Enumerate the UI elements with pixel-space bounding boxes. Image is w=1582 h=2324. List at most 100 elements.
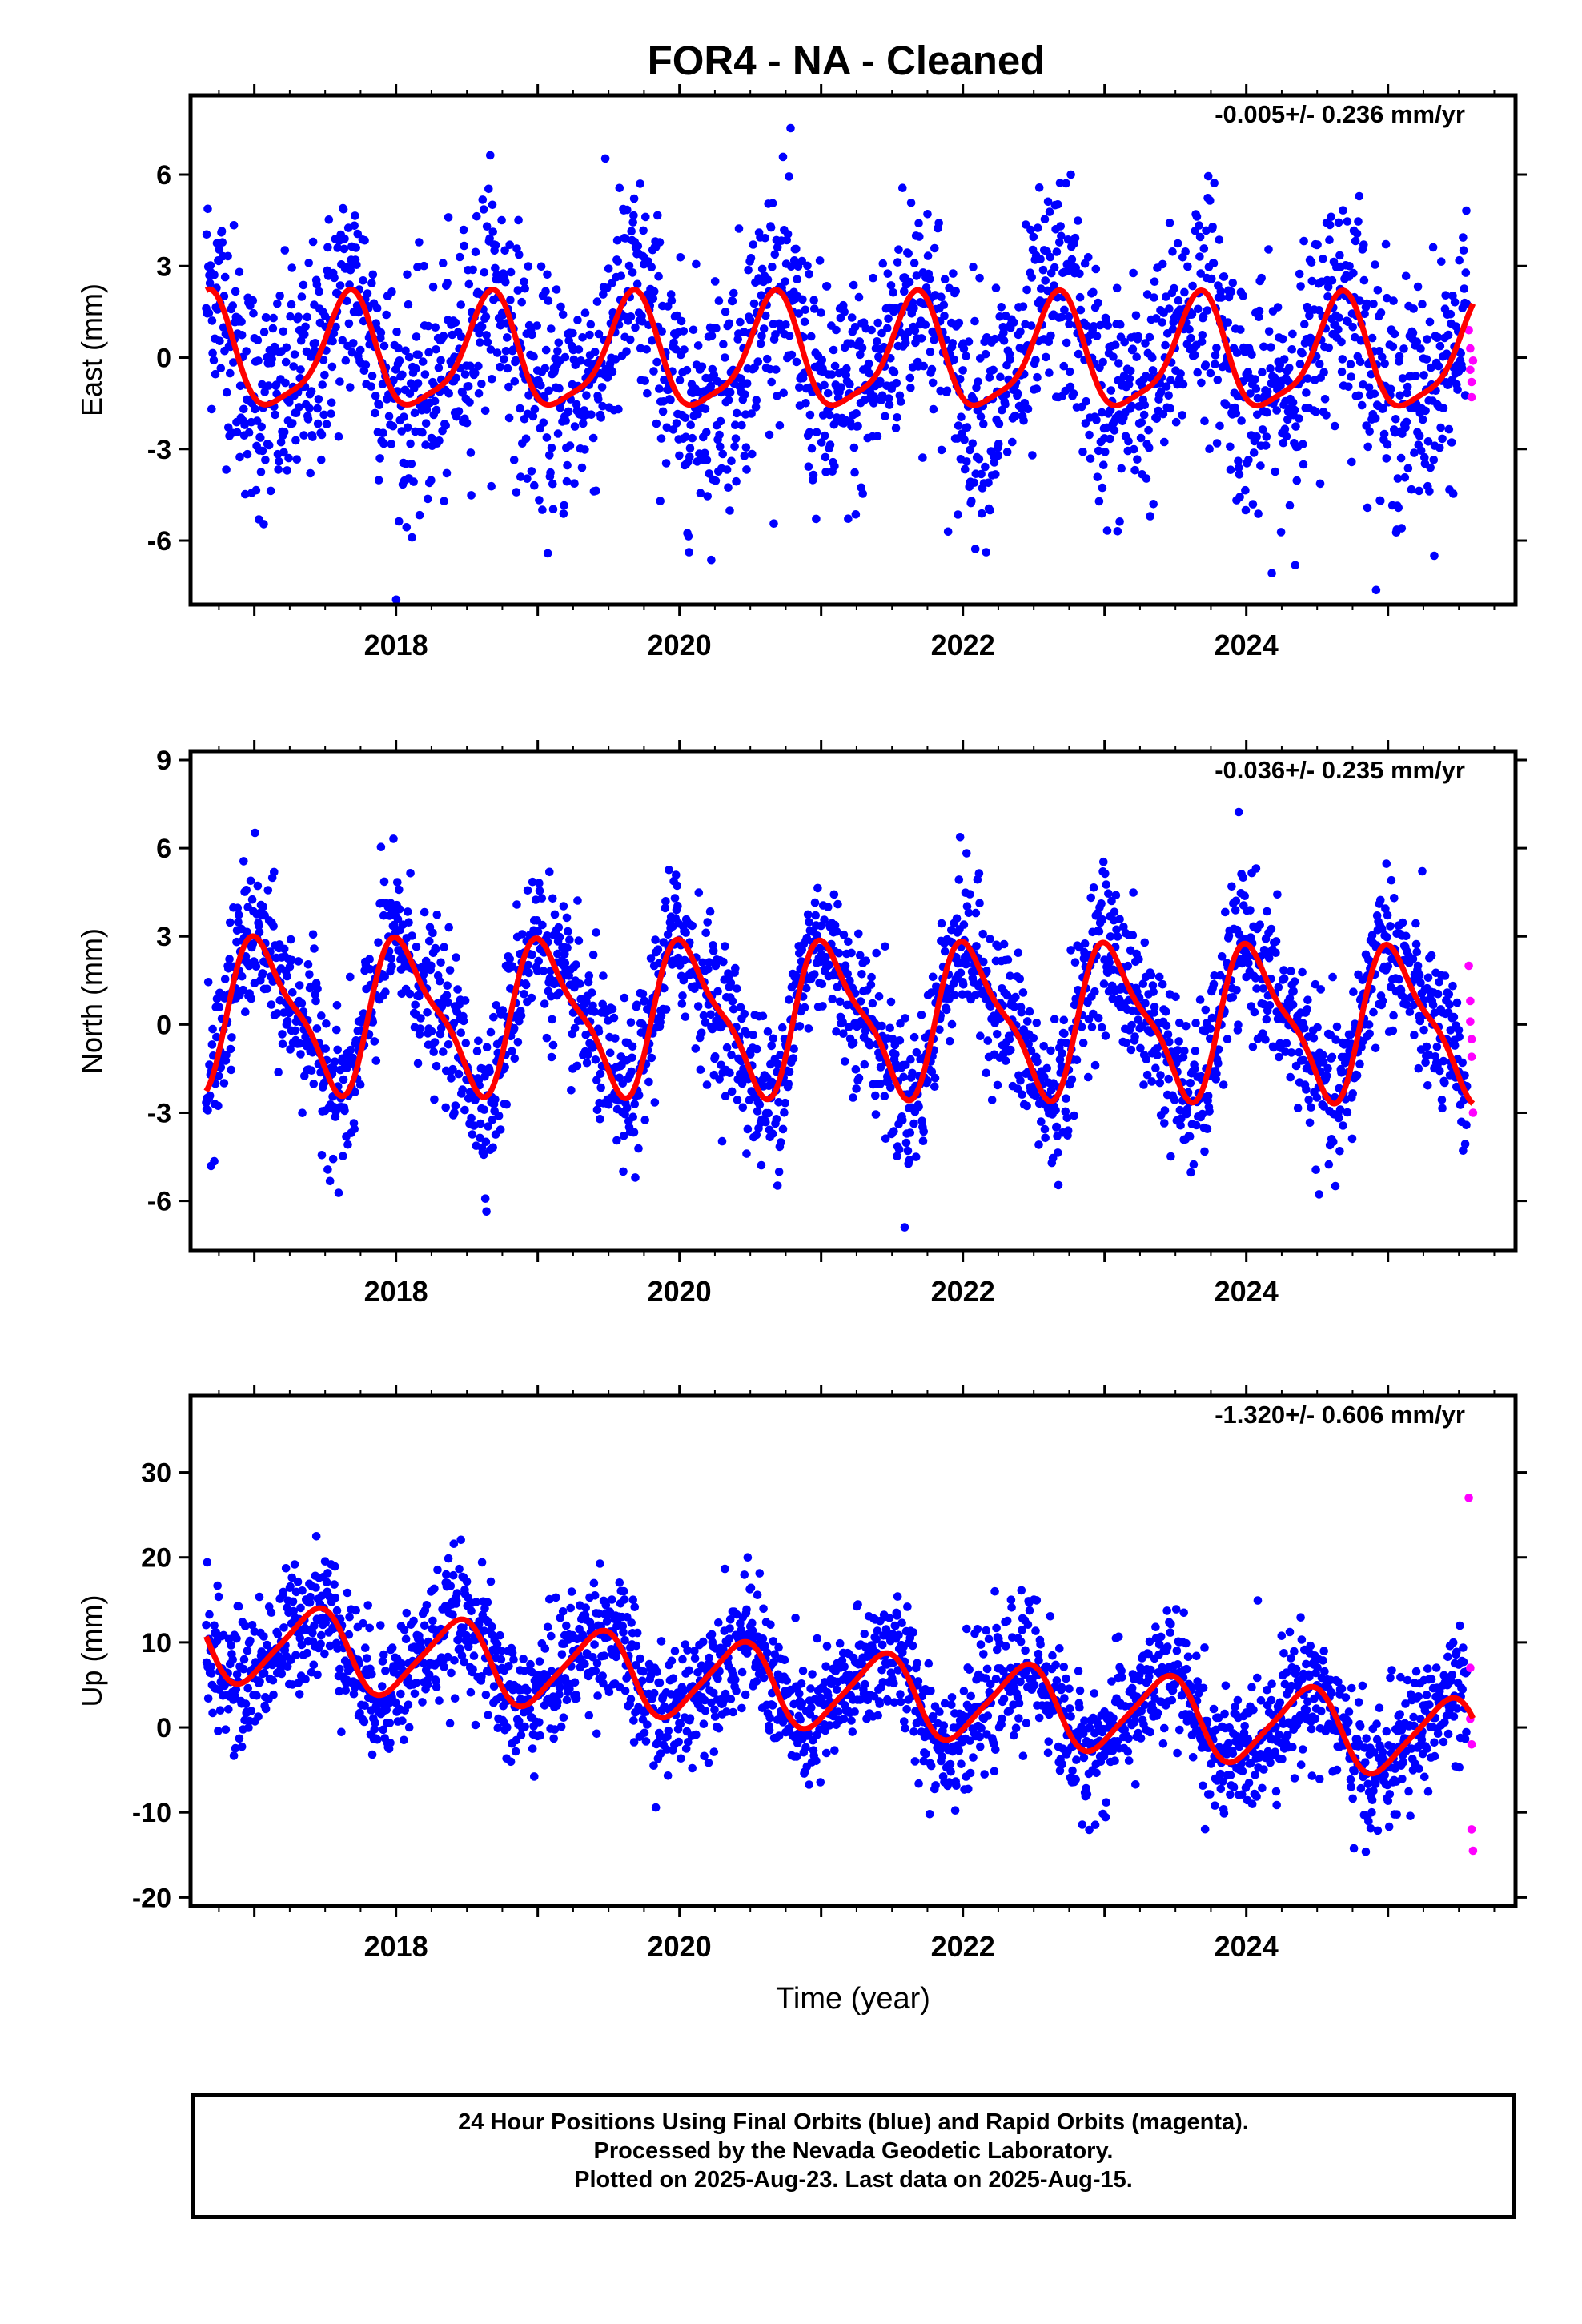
final-orbit-point: [233, 903, 243, 912]
final-orbit-point: [677, 999, 687, 1008]
final-orbit-point: [900, 1223, 909, 1232]
final-orbit-point: [472, 211, 481, 221]
final-orbit-point: [954, 318, 964, 328]
final-orbit-point: [379, 428, 387, 437]
final-orbit-point: [880, 1092, 889, 1100]
final-orbit-point: [424, 348, 433, 357]
final-orbit-point: [1050, 281, 1058, 290]
final-orbit-point: [1271, 467, 1279, 476]
final-orbit-point: [1040, 215, 1050, 224]
final-orbit-point: [1441, 291, 1450, 300]
final-orbit-point: [1331, 421, 1339, 431]
rate-label: -0.005+/- 0.236 mm/yr: [1215, 100, 1465, 128]
final-orbit-point: [962, 849, 971, 858]
final-orbit-point: [745, 1096, 754, 1104]
final-orbit-point: [1150, 293, 1158, 302]
final-orbit-point: [1357, 400, 1367, 410]
final-orbit-point: [905, 373, 915, 383]
final-orbit-point: [1138, 979, 1148, 988]
final-orbit-point: [303, 960, 313, 969]
final-orbit-point: [1025, 1007, 1034, 1016]
final-orbit-point: [1156, 388, 1166, 396]
final-orbit-point: [232, 1670, 242, 1679]
final-orbit-point: [1098, 1023, 1106, 1032]
final-orbit-point: [1227, 287, 1235, 296]
final-orbit-point: [1039, 1042, 1048, 1051]
rapid-orbit-point: [1466, 1017, 1475, 1026]
final-orbit-point: [1186, 1168, 1195, 1177]
final-orbit-point: [1455, 255, 1464, 265]
final-orbit-point: [256, 468, 266, 476]
final-orbit-point: [845, 380, 854, 389]
final-orbit-point: [332, 1001, 342, 1010]
final-orbit-point: [564, 407, 573, 416]
final-orbit-point: [893, 1152, 901, 1161]
final-orbit-point: [1395, 391, 1404, 400]
final-orbit-point: [243, 1647, 252, 1655]
final-orbit-point: [1203, 306, 1212, 315]
final-orbit-point: [498, 311, 508, 320]
final-orbit-point: [1016, 327, 1025, 336]
final-orbit-point: [1018, 988, 1028, 997]
final-orbit-point: [1195, 232, 1205, 242]
final-orbit-point: [672, 870, 681, 879]
final-orbit-point: [835, 997, 845, 1007]
final-orbit-point: [1022, 285, 1031, 295]
final-orbit-point: [958, 980, 968, 989]
final-orbit-point: [901, 1014, 909, 1023]
final-orbit-point: [789, 256, 799, 265]
final-orbit-point: [351, 243, 361, 252]
final-orbit-point: [833, 899, 842, 909]
final-orbit-point: [721, 308, 730, 316]
final-orbit-point: [1363, 299, 1371, 308]
final-orbit-point: [1274, 983, 1283, 992]
final-orbit-point: [273, 299, 282, 308]
final-orbit-point: [563, 460, 572, 470]
final-orbit-point: [1305, 1118, 1315, 1128]
final-orbit-point: [1106, 386, 1116, 395]
final-orbit-point: [1461, 268, 1471, 277]
final-orbit-point: [448, 1064, 457, 1074]
final-orbit-point: [258, 969, 267, 978]
final-orbit-point: [1013, 388, 1022, 398]
final-orbit-point: [755, 1100, 765, 1109]
final-orbit-point: [724, 396, 733, 404]
final-orbit-point: [1339, 1121, 1347, 1130]
final-orbit-point: [570, 1023, 580, 1033]
x-tick-label: 2020: [648, 629, 712, 661]
final-orbit-point: [1189, 1160, 1199, 1169]
final-orbit-point: [504, 382, 513, 392]
final-orbit-point: [702, 1080, 712, 1089]
final-orbit-point: [379, 911, 388, 920]
final-orbit-point: [1027, 273, 1036, 282]
final-orbit-point: [1209, 259, 1219, 268]
final-orbit-point: [454, 407, 464, 416]
final-orbit-point: [240, 420, 249, 429]
final-orbit-point: [1280, 424, 1290, 433]
final-orbit-point: [917, 1011, 926, 1019]
final-orbit-point: [1176, 1120, 1185, 1130]
final-orbit-point: [479, 205, 488, 214]
final-orbit-point: [323, 243, 332, 252]
final-orbit-point: [950, 355, 958, 364]
final-orbit-point: [1094, 1013, 1103, 1023]
final-orbit-point: [1425, 317, 1435, 327]
final-orbit-point: [958, 366, 967, 375]
final-orbit-point: [491, 240, 500, 250]
final-orbit-point: [334, 1188, 343, 1197]
final-orbit-point: [614, 404, 623, 414]
final-orbit-point: [856, 951, 865, 960]
final-orbit-point: [877, 391, 887, 400]
final-orbit-point: [969, 263, 978, 271]
final-orbit-point: [1388, 1026, 1398, 1035]
final-orbit-point: [221, 1725, 231, 1734]
final-orbit-point: [540, 364, 550, 373]
final-orbit-point: [688, 433, 697, 443]
final-orbit-point: [893, 413, 901, 422]
final-orbit-point: [935, 1025, 944, 1034]
final-orbit-point: [210, 1156, 219, 1166]
final-orbit-point: [764, 1108, 773, 1118]
final-orbit-point: [685, 452, 694, 461]
final-orbit-point: [1033, 372, 1042, 382]
final-orbit-point: [1436, 423, 1445, 432]
